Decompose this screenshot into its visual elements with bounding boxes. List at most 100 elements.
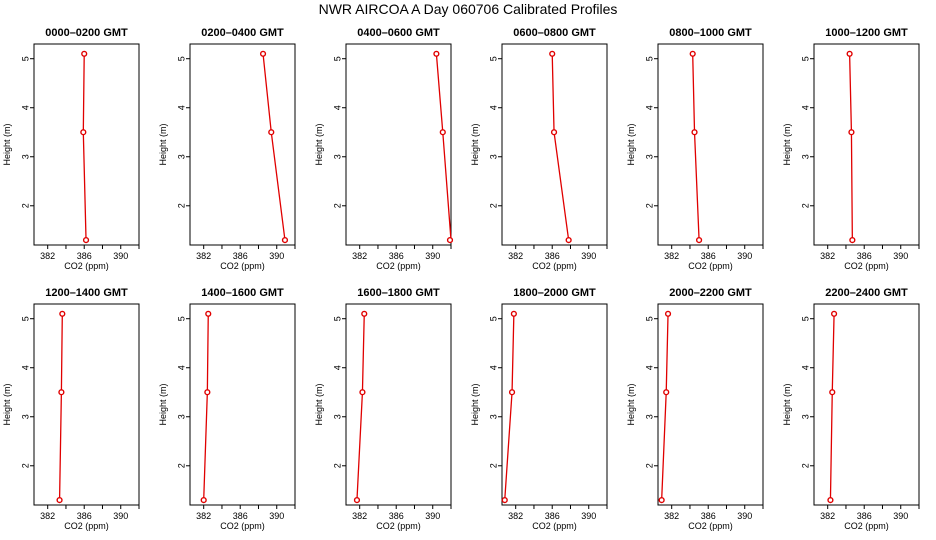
y-axis-label: Height (m)	[782, 383, 792, 425]
x-axis-label: CO2 (ppm)	[844, 261, 889, 271]
x-axis-label: CO2 (ppm)	[376, 261, 421, 271]
y-axis-label: Height (m)	[158, 123, 168, 165]
y-tick-label: 5	[176, 56, 186, 61]
y-tick-label: 4	[20, 365, 30, 370]
y-tick-label: 2	[800, 203, 810, 208]
plot-frame	[345, 43, 452, 246]
chart-panel: 0800–1000 GMT 382 386 390 2 3 4 5 CO2 (ppm) Heigh…	[626, 27, 764, 271]
x-tick-label: 382	[820, 511, 835, 521]
plot-frame	[813, 43, 920, 246]
plot-frame	[657, 43, 764, 246]
x-tick-label: 382	[196, 251, 211, 261]
x-tick-label: 386	[77, 511, 92, 521]
x-tick-label: 390	[113, 511, 128, 521]
chart-panel: 1800–2000 GMT 382 386 390 2 3 4 5 CO2 (ppm) Heigh…	[470, 287, 608, 531]
chart-panel: 0000–0200 GMT 382 386 390 2 3 4 5 CO2 (ppm) Heigh…	[2, 27, 140, 271]
x-tick-label: 382	[664, 511, 679, 521]
y-axis-label: Height (m)	[626, 383, 636, 425]
profile-point	[82, 236, 90, 244]
panel-title: 0600–0800 GMT	[513, 27, 596, 39]
profile-line	[435, 53, 452, 241]
profile-point	[200, 496, 207, 504]
profile-point	[658, 496, 665, 504]
x-axis-label: CO2 (ppm)	[844, 521, 889, 531]
y-tick-label: 3	[800, 414, 810, 419]
y-tick-label: 2	[20, 203, 30, 208]
y-tick-label: 3	[20, 154, 30, 159]
panels-grid: 0000–0200 GMT 382 386 390 2 3 4 5 CO2 (ppm) Heigh…	[2, 27, 920, 531]
profile-point	[359, 389, 366, 396]
y-tick-label: 2	[644, 203, 654, 208]
y-tick-label: 3	[644, 154, 654, 159]
profile-point	[268, 129, 275, 136]
x-axis-label: CO2 (ppm)	[220, 521, 265, 531]
y-tick-label: 5	[20, 56, 30, 61]
chart-panel: 0400–0600 GMT 382 386 390 2 3 4 5 CO2 (ppm) Heigh…	[314, 27, 454, 271]
y-tick-label: 3	[332, 154, 342, 159]
x-tick-label: 390	[425, 511, 440, 521]
chart-panel: 2200–2400 GMT 382 386 390 2 3 4 5 CO2 (ppm) Heigh…	[782, 287, 920, 531]
plot-frame	[189, 303, 296, 506]
profile-point	[691, 129, 698, 136]
y-tick-label: 4	[20, 105, 30, 110]
y-axis-label: Height (m)	[314, 383, 324, 425]
profile-point	[829, 389, 836, 396]
profile-point	[508, 389, 516, 396]
profile-line	[504, 313, 515, 501]
y-tick-label: 5	[800, 316, 810, 321]
y-axis-label: Height (m)	[2, 123, 12, 165]
profile-point	[433, 50, 440, 57]
profile-point	[664, 310, 672, 317]
x-tick-label: 386	[233, 511, 248, 521]
chart-panel: 1400–1600 GMT 382 386 390 2 3 4 5 CO2 (ppm) Heigh…	[158, 287, 296, 531]
profile-point	[59, 310, 66, 317]
profile-point	[501, 496, 508, 504]
x-axis-label: CO2 (ppm)	[688, 521, 733, 531]
x-tick-label: 386	[857, 511, 872, 521]
panel-title: 0200–0400 GMT	[201, 27, 284, 39]
x-tick-label: 390	[893, 251, 908, 261]
y-tick-label: 3	[488, 154, 498, 159]
y-axis-label: Height (m)	[470, 123, 480, 165]
y-axis-label: Height (m)	[314, 123, 324, 165]
x-tick-label: 386	[545, 251, 560, 261]
profile-line	[848, 53, 853, 241]
x-tick-label: 386	[233, 251, 248, 261]
profile-point	[849, 236, 856, 244]
chart-panel: 0200–0400 GMT 382 386 390 2 3 4 5 CO2 (ppm) Heigh…	[158, 27, 296, 271]
plot-frame	[345, 303, 452, 506]
x-tick-label: 382	[196, 511, 211, 521]
panel-title: 0400–0600 GMT	[357, 27, 440, 39]
x-tick-label: 386	[701, 251, 716, 261]
profile-point	[549, 50, 556, 57]
panel-title: 2000–2200 GMT	[669, 287, 752, 299]
x-tick-label: 386	[389, 511, 404, 521]
x-tick-label: 390	[425, 251, 440, 261]
plot-frame	[813, 303, 920, 506]
y-tick-label: 4	[644, 105, 654, 110]
panel-title: 1200–1400 GMT	[45, 287, 128, 299]
x-tick-label: 382	[508, 511, 523, 521]
plot-frame	[33, 43, 140, 246]
y-axis-label: Height (m)	[470, 383, 480, 425]
y-axis-label: Height (m)	[2, 383, 12, 425]
y-tick-label: 2	[800, 463, 810, 468]
profile-point	[510, 310, 517, 317]
y-tick-label: 3	[488, 414, 498, 419]
y-tick-label: 3	[176, 154, 186, 159]
profile-point	[353, 496, 361, 504]
plot-frame	[189, 43, 296, 246]
y-tick-label: 5	[644, 316, 654, 321]
x-tick-label: 390	[893, 511, 908, 521]
x-tick-label: 382	[820, 251, 835, 261]
x-tick-label: 382	[352, 251, 367, 261]
profile-point	[205, 310, 212, 317]
x-tick-label: 382	[40, 251, 55, 261]
y-tick-label: 2	[488, 463, 498, 468]
y-tick-label: 3	[332, 414, 342, 419]
x-axis-label: CO2 (ppm)	[376, 521, 421, 531]
profile-line	[82, 53, 87, 241]
x-tick-label: 386	[857, 251, 872, 261]
profile-point	[446, 236, 454, 244]
